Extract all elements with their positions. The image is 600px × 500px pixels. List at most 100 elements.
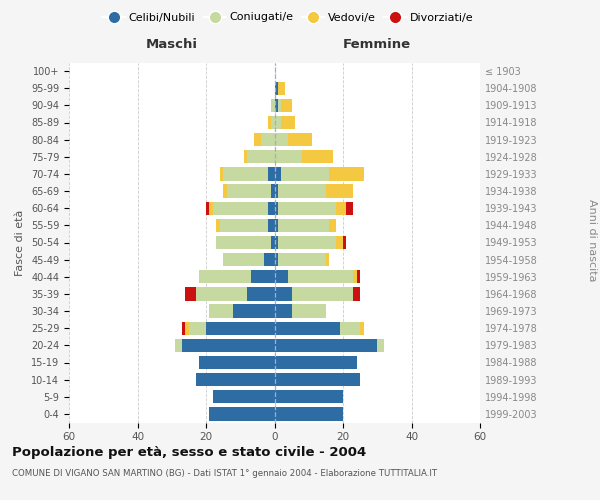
Bar: [209, 304, 275, 318]
Bar: [199, 270, 275, 283]
Bar: [275, 304, 326, 318]
Bar: [275, 304, 326, 318]
Bar: [271, 98, 275, 112]
Bar: [275, 322, 360, 335]
Bar: [275, 133, 312, 146]
Bar: [199, 356, 275, 369]
Bar: [275, 356, 356, 369]
Bar: [209, 407, 275, 420]
Bar: [275, 98, 281, 112]
Bar: [275, 390, 343, 404]
Bar: [175, 338, 275, 352]
Bar: [271, 116, 275, 129]
Bar: [268, 116, 275, 129]
Bar: [275, 287, 292, 300]
Bar: [196, 373, 275, 386]
Bar: [209, 304, 275, 318]
Bar: [275, 184, 278, 198]
Bar: [275, 287, 360, 300]
Bar: [196, 373, 275, 386]
Bar: [275, 202, 353, 215]
Bar: [275, 407, 343, 420]
Bar: [275, 98, 292, 112]
Bar: [275, 270, 288, 283]
Bar: [209, 407, 275, 420]
Bar: [275, 322, 340, 335]
Bar: [275, 390, 343, 404]
Bar: [275, 287, 353, 300]
Bar: [275, 82, 278, 95]
Bar: [275, 218, 278, 232]
Bar: [271, 184, 275, 198]
Text: COMUNE DI VIGANO SAN MARTINO (BG) - Dati ISTAT 1° gennaio 2004 - Elaborazione TU: COMUNE DI VIGANO SAN MARTINO (BG) - Dati…: [12, 469, 437, 478]
Bar: [247, 150, 275, 164]
Bar: [213, 390, 275, 404]
Bar: [275, 98, 292, 112]
Bar: [275, 390, 343, 404]
Bar: [206, 202, 275, 215]
Bar: [223, 167, 275, 180]
Bar: [275, 356, 356, 369]
Bar: [264, 253, 275, 266]
Bar: [275, 82, 285, 95]
Text: Maschi: Maschi: [146, 38, 198, 52]
Bar: [275, 407, 343, 420]
Bar: [275, 202, 278, 215]
Bar: [196, 287, 275, 300]
Bar: [275, 373, 360, 386]
Bar: [209, 407, 275, 420]
Bar: [199, 356, 275, 369]
Bar: [216, 218, 275, 232]
Bar: [275, 167, 281, 180]
Bar: [275, 270, 360, 283]
Text: Anni di nascita: Anni di nascita: [587, 198, 597, 281]
Bar: [268, 202, 275, 215]
Bar: [275, 338, 384, 352]
Bar: [275, 407, 343, 420]
Bar: [223, 184, 275, 198]
Bar: [209, 202, 275, 215]
Bar: [275, 338, 384, 352]
Bar: [196, 373, 275, 386]
Bar: [275, 236, 336, 249]
Bar: [216, 236, 275, 249]
Bar: [275, 184, 353, 198]
Bar: [233, 304, 275, 318]
Bar: [275, 338, 384, 352]
Bar: [275, 218, 336, 232]
Bar: [199, 356, 275, 369]
Bar: [275, 202, 336, 215]
Bar: [275, 304, 292, 318]
Bar: [213, 390, 275, 404]
Bar: [199, 356, 275, 369]
Bar: [275, 270, 356, 283]
Bar: [268, 116, 275, 129]
Bar: [268, 218, 275, 232]
Bar: [220, 167, 275, 180]
Bar: [275, 98, 278, 112]
Bar: [209, 407, 275, 420]
Bar: [275, 150, 333, 164]
Bar: [275, 338, 377, 352]
Text: Popolazione per età, sesso e stato civile - 2004: Popolazione per età, sesso e stato civil…: [12, 446, 366, 459]
Bar: [223, 253, 275, 266]
Bar: [251, 270, 275, 283]
Bar: [213, 390, 275, 404]
Bar: [275, 167, 364, 180]
Bar: [275, 373, 360, 386]
Bar: [275, 184, 353, 198]
Bar: [275, 236, 278, 249]
Y-axis label: Fasce di età: Fasce di età: [16, 210, 25, 276]
Bar: [213, 202, 275, 215]
Bar: [223, 253, 275, 266]
Bar: [213, 390, 275, 404]
Bar: [227, 184, 275, 198]
Bar: [275, 150, 302, 164]
Bar: [182, 322, 275, 335]
Bar: [196, 287, 275, 300]
Bar: [275, 236, 343, 249]
Bar: [206, 322, 275, 335]
Bar: [271, 98, 275, 112]
Bar: [209, 304, 275, 318]
Bar: [216, 236, 275, 249]
